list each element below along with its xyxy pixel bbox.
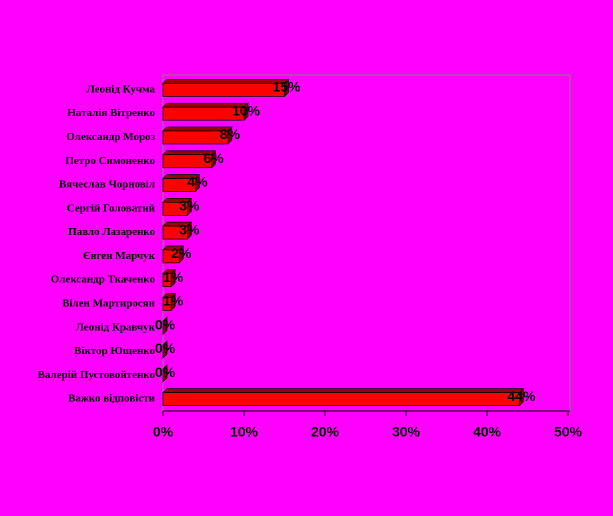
bar-top (162, 388, 525, 393)
y-tick-label: Леонід Кучма (86, 83, 155, 95)
value-label: 2% (171, 245, 192, 261)
bar (162, 154, 212, 169)
bar (162, 201, 188, 216)
value-label: 0% (155, 340, 176, 356)
value-label: 1% (163, 293, 184, 309)
value-label: 44% (507, 388, 536, 404)
x-tick-label: 30% (392, 424, 421, 440)
value-label: 3% (179, 221, 200, 237)
value-label: 4% (187, 174, 208, 190)
x-tick-label: 40% (473, 424, 502, 440)
bar (162, 178, 196, 192)
y-tick-label: Вілен Мартиросян (62, 297, 156, 309)
value-label: 1% (163, 269, 184, 285)
value-label: 10% (232, 102, 261, 118)
bar-side (162, 340, 168, 359)
y-tick-label: Олександр Мороз (66, 131, 155, 143)
y-tick-label: Петро Симоненко (65, 155, 155, 167)
y-tick-label: Валерій Пустовойтенко (38, 369, 156, 381)
x-tick-label: 0% (153, 424, 174, 440)
y-tick-label: Сергій Головатий (67, 202, 156, 214)
y-tick-label: Євген Марчук (83, 250, 156, 262)
bar-side (162, 316, 168, 336)
bar (162, 249, 180, 264)
x-tick-label: 20% (311, 424, 340, 440)
bar (162, 130, 229, 145)
y-tick-label: Вячеслав Чорновіл (59, 179, 155, 191)
y-tick-label: Леонід Кравчук (76, 321, 156, 333)
bar (162, 106, 245, 121)
y-tick-label: Наталія Вітренко (67, 107, 155, 119)
bar (162, 83, 285, 97)
value-label: 0% (155, 316, 176, 332)
y-tick-label: Важко відповісти (68, 393, 156, 405)
y-tick-label: Олександр Ткаченко (51, 274, 156, 286)
value-label: 3% (179, 198, 200, 214)
value-label: 6% (203, 150, 224, 166)
bar (162, 392, 520, 406)
bar-side (162, 363, 168, 383)
bar (162, 225, 188, 240)
value-label: 8% (220, 126, 241, 142)
x-tick-label: 10% (230, 424, 259, 440)
value-label: 15% (272, 79, 301, 95)
y-tick-label: Павло Лазаренко (68, 226, 155, 238)
bar-top (162, 79, 290, 84)
bar (162, 273, 172, 288)
value-label: 0% (155, 364, 176, 380)
x-tick-label: 50% (554, 424, 583, 440)
bar (162, 297, 172, 311)
y-tick-label: Віктор Ющенко (74, 345, 155, 357)
